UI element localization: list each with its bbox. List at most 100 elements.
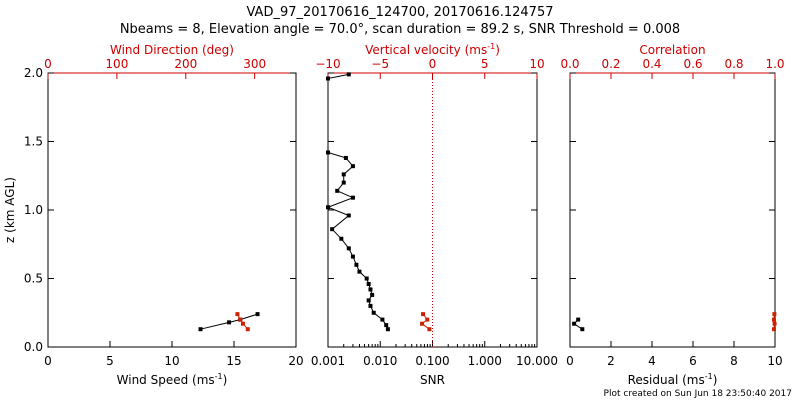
series-line (326, 73, 389, 330)
top-tick-label: 0.2 (601, 57, 620, 71)
data-point (772, 321, 777, 326)
bottom-tick-label: 0.001 (311, 354, 345, 368)
bottom-tick-label: 4 (648, 354, 656, 368)
data-point (346, 213, 351, 218)
data-point (366, 281, 371, 286)
bottom-axis-title: Wind Speed (ms-1) (117, 372, 228, 387)
data-point (350, 254, 355, 259)
top-tick-label: 0.0 (560, 57, 579, 71)
bottom-axis-title-end: ) (223, 373, 228, 387)
series-line (421, 313, 430, 330)
data-point (343, 155, 348, 160)
data-point (346, 246, 351, 251)
plot-frame (47, 72, 297, 348)
bottom-axis-title: SNR (420, 373, 445, 387)
data-point (368, 303, 373, 308)
data-point (380, 317, 385, 322)
data-point (235, 312, 240, 317)
top-tick-label: 0.4 (642, 57, 661, 71)
snr-panel: 0.001 0.010 0.100 1.000 10.000 SNR −10 −5 0 5 10 Ve… (311, 42, 558, 387)
data-point (385, 327, 390, 332)
data-point (772, 312, 777, 317)
series-line (200, 313, 258, 330)
data-point (420, 321, 425, 326)
data-point (350, 164, 355, 169)
bottom-axis-title-text: Wind Speed (ms (117, 373, 215, 387)
top-tick-label: 0.6 (683, 57, 702, 71)
data-point (368, 287, 373, 292)
data-point (371, 310, 376, 315)
data-point (330, 227, 335, 232)
bottom-axis-title-text: Residual (ms (628, 373, 705, 387)
bottom-tick-label: 5 (106, 354, 114, 368)
series-line (773, 314, 776, 330)
top-tick-label: 1.0 (765, 57, 784, 71)
data-point (341, 172, 346, 177)
bottom-axis-title-end: ) (713, 373, 718, 387)
top-axis-title-text: Correlation (639, 43, 705, 57)
bottom-tick-label: 10 (767, 354, 782, 368)
bottom-tick-label: 15 (226, 354, 241, 368)
bottom-tick-label: 2 (607, 354, 615, 368)
data-point (366, 298, 371, 303)
top-axis-title-text: Vertical velocity (ms (365, 43, 487, 57)
bottom-tick-label: 20 (288, 354, 303, 368)
data-point (227, 320, 232, 325)
bottom-tick-label: 10.000 (516, 354, 558, 368)
bottom-tick-label: 0 (566, 354, 574, 368)
top-tick-label: 0 (44, 57, 52, 71)
top-axis-title-text: Wind Direction (deg) (110, 43, 234, 57)
y-axis-title: z (km AGL) (3, 177, 17, 243)
top-tick-label: 5 (481, 57, 489, 71)
data-point (341, 180, 346, 185)
data-point (580, 327, 585, 332)
data-point (771, 327, 776, 332)
data-point (425, 317, 430, 322)
title-line-1: VAD_97_20170616_124700, 20170616.124757 (247, 5, 554, 20)
top-tick-label: −5 (371, 57, 389, 71)
data-point (198, 327, 203, 332)
title-line-2: Nbeams = 8, Elevation angle = 70.0°, sca… (120, 22, 680, 37)
plot-frame (569, 72, 776, 348)
bottom-tick-label: 1.000 (468, 354, 502, 368)
bottom-tick-label: 0.100 (415, 354, 449, 368)
y-tick-label: 1.5 (24, 135, 43, 149)
bottom-tick-label: 0.010 (363, 354, 397, 368)
data-point (240, 321, 245, 326)
data-point (354, 262, 359, 267)
top-axis-title: Correlation (639, 43, 705, 57)
bottom-tick-label: 8 (730, 354, 738, 368)
top-tick-label: 300 (243, 57, 266, 71)
bottom-tick-label: 10 (164, 354, 179, 368)
data-point (326, 205, 330, 210)
data-point (364, 276, 369, 281)
data-point (238, 317, 243, 322)
top-tick-label: 0.8 (724, 57, 743, 71)
data-point (326, 150, 330, 155)
y-tick-label: 0.0 (24, 340, 43, 354)
data-point (421, 312, 426, 317)
data-point (771, 317, 776, 322)
top-tick-label: 100 (105, 57, 128, 71)
y-tick-label: 2.0 (24, 66, 43, 80)
data-point (427, 327, 432, 332)
data-point (370, 292, 375, 297)
top-axis-title-end: ) (495, 43, 500, 57)
bottom-axis-title-superscript: -1 (215, 372, 223, 381)
y-tick-label: 1.0 (24, 203, 43, 217)
data-point (339, 236, 344, 241)
bottom-axis-title-superscript: -1 (705, 372, 713, 381)
data-point (245, 327, 250, 332)
data-point (384, 323, 389, 328)
data-point (335, 188, 340, 193)
top-tick-label: −10 (315, 57, 340, 71)
top-tick-label: 200 (174, 57, 197, 71)
y-tick-label: 0.5 (24, 272, 43, 286)
wind-panel: 0 5 10 15 20 Wind Speed (ms-1) 0 100 200 300 Wind … (3, 43, 304, 387)
data-point (350, 195, 355, 200)
data-point (572, 321, 577, 326)
top-tick-label: 10 (529, 57, 544, 71)
data-point (326, 76, 330, 81)
bottom-axis-title: Residual (ms-1) (628, 372, 718, 387)
